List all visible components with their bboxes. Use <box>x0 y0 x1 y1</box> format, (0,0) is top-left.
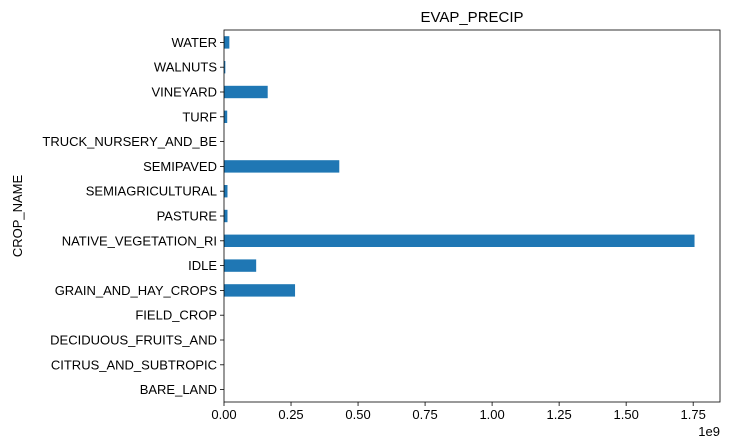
plot-frame <box>223 29 721 403</box>
y-tick-label: WATER <box>172 35 218 50</box>
y-tick-label: CITRUS_AND_SUBTROPIC <box>51 357 217 372</box>
bar-water <box>224 36 230 49</box>
y-tick-label: DECIDUOUS_FRUITS_AND <box>50 333 217 348</box>
x-tick-label: 1.50 <box>614 407 639 422</box>
y-tick-label: VINEYARD <box>152 85 218 100</box>
x-tick-label: 0.50 <box>345 407 370 422</box>
x-tick-label: 1.75 <box>681 407 706 422</box>
bar-pasture <box>224 209 228 223</box>
bar-semiagricultural <box>224 185 228 198</box>
bar-semipaved <box>224 160 340 173</box>
y-tick-label: IDLE <box>188 258 217 273</box>
x-axis-offset-label: 1e9 <box>698 424 720 439</box>
y-axis: BARE_LAND CITRUS_AND_SUBTROPIC DECIDUOUS_F… <box>42 35 224 397</box>
x-tick-label: 1.00 <box>479 407 504 422</box>
y-tick-label: SEMIPAVED <box>143 159 217 174</box>
x-axis: 0.00 0.25 0.50 0.75 1.00 1.25 1.50 1.75 <box>211 402 706 422</box>
y-tick-label: SEMIAGRICULTURAL <box>86 184 217 199</box>
y-tick-label: FIELD_CROP <box>135 308 217 323</box>
bar-vineyard <box>224 85 268 99</box>
chart-title: EVAP_PRECIP <box>420 9 523 26</box>
x-tick-label: 1.25 <box>546 407 571 422</box>
y-tick-label: TURF <box>182 109 217 124</box>
y-tick-label: GRAIN_AND_HAY_CROPS <box>55 283 218 298</box>
bar-grain-and-hay-crops <box>224 284 296 297</box>
bar-turf <box>224 110 228 123</box>
y-tick-label: BARE_LAND <box>140 382 217 397</box>
bar-walnuts <box>224 61 226 74</box>
x-tick-label: 0.25 <box>278 407 303 422</box>
x-tick-label: 0.75 <box>412 407 437 422</box>
x-tick-label: 0.00 <box>211 407 236 422</box>
y-axis-label: CROP_NAME <box>10 175 25 258</box>
y-tick-label: WALNUTS <box>154 60 217 75</box>
y-tick-label: TRUCK_NURSERY_AND_BE <box>42 134 217 149</box>
bar-idle <box>224 259 257 272</box>
bar-native-vegetation-ri <box>224 234 695 247</box>
y-tick-label: NATIVE_VEGETATION_RI <box>62 233 217 248</box>
bars-group <box>224 36 695 297</box>
y-tick-label: PASTURE <box>157 209 218 224</box>
